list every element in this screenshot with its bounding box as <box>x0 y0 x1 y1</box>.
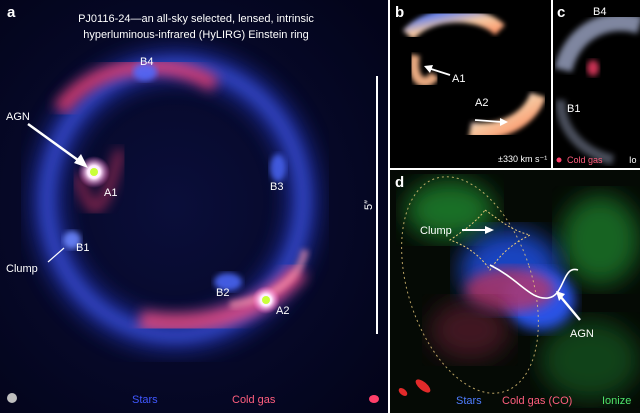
panel-c: c B4 B1 Cold gas Io <box>553 0 640 168</box>
panel-b-label-a1: A1 <box>452 73 465 85</box>
label-a2: A2 <box>276 305 289 317</box>
clump-b3 <box>270 154 286 182</box>
ring-arc <box>554 13 640 73</box>
cold-gas-arc-top <box>53 58 220 115</box>
beam-marker-cold-gas <box>369 395 379 403</box>
panel-b-letter: b <box>395 4 404 21</box>
panel-b-label-a2: A2 <box>475 97 488 109</box>
panel-c-label-b1: B1 <box>567 103 580 115</box>
panel-d: d Clump AGN Stars Cold gas (CO) Ionize <box>390 170 640 413</box>
velocity-arc-top <box>402 8 505 41</box>
label-agn: AGN <box>6 111 30 123</box>
separator-vertical <box>388 0 390 413</box>
legend-cold-gas: Cold gas <box>232 394 276 406</box>
panel-c-legend-cold-gas: Cold gas <box>567 155 603 165</box>
panel-c-legend-cut: Io <box>629 155 637 165</box>
velocity-range: ±330 km s⁻¹ <box>498 154 547 164</box>
agn-arrow <box>27 122 83 165</box>
panel-b-image: b A1 A2 ±330 km s⁻¹ <box>390 0 551 168</box>
panel-a-letter: a <box>7 4 16 21</box>
source-track <box>489 264 579 299</box>
label-a1: A1 <box>104 187 117 199</box>
panel-c-letter: c <box>557 4 565 21</box>
clump-b4 <box>133 63 157 81</box>
clump-b1 <box>63 231 81 249</box>
clump-b2 <box>214 273 242 291</box>
label-clump: Clump <box>6 263 38 275</box>
velocity-arc-bottom <box>468 91 546 139</box>
separator-bc <box>551 0 553 168</box>
panel-a-image: a PJ0116-24—an all-sky selected, lensed,… <box>0 0 388 413</box>
panel-b: b A1 A2 ±330 km s⁻¹ <box>390 0 551 168</box>
critical-curve <box>401 176 539 394</box>
scale-label: 5″ <box>363 200 375 210</box>
cold-gas-emission <box>465 268 555 312</box>
caustic <box>448 209 532 271</box>
separator-horizontal <box>390 168 640 170</box>
legend-stars: Stars <box>132 394 158 406</box>
panel-c-label-b4: B4 <box>593 6 606 18</box>
psf-marker-stars <box>7 393 17 403</box>
label-b1: B1 <box>76 242 89 254</box>
label-b4: B4 <box>140 56 153 68</box>
label-b3: B3 <box>270 181 283 193</box>
panel-d-letter: d <box>395 174 404 191</box>
panel-d-legend-stars: Stars <box>456 395 482 407</box>
panel-d-label-agn: AGN <box>570 328 594 340</box>
panel-d-legend-cold-gas: Cold gas (CO) <box>502 395 572 407</box>
panel-c-image: c B4 B1 Cold gas Io <box>553 0 640 168</box>
panel-a-title-line2: hyperluminous-infrared (HyLIRG) Einstein… <box>83 29 309 41</box>
label-b2: B2 <box>216 287 229 299</box>
panel-d-legend-ionized: Ionize <box>602 395 631 407</box>
panel-a-title-line1: PJ0116-24—an all-sky selected, lensed, i… <box>78 13 314 25</box>
panel-d-label-clump: Clump <box>420 225 452 237</box>
panel-d-image: d Clump AGN Stars Cold gas (CO) Ionize <box>390 170 640 413</box>
panel-a: a PJ0116-24—an all-sky selected, lensed,… <box>0 0 388 413</box>
